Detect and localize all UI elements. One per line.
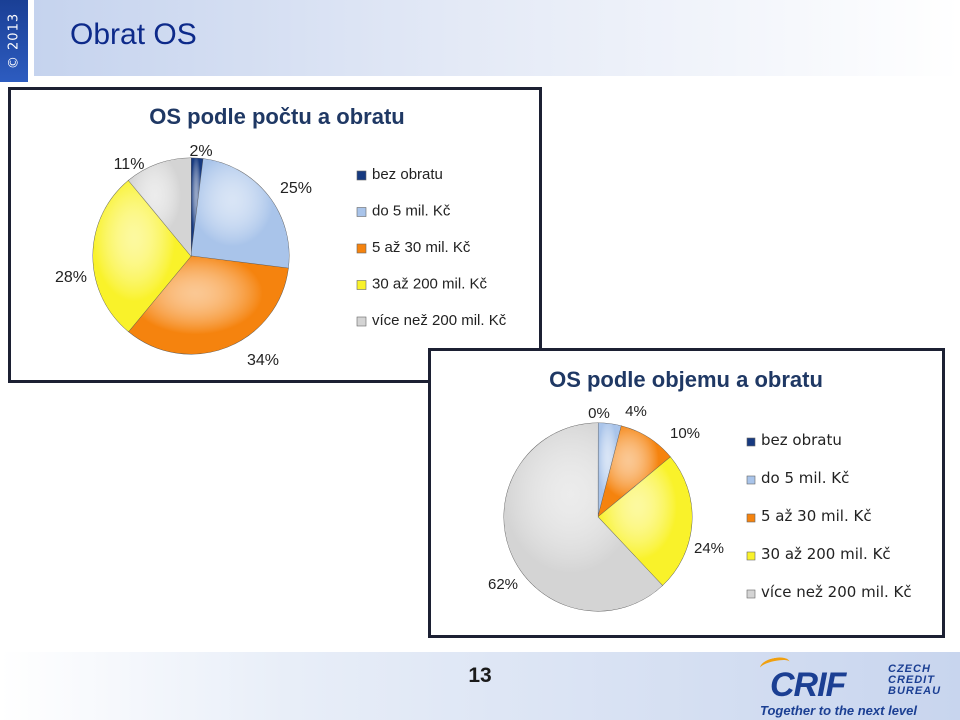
legend-swatch (746, 437, 756, 447)
copyright-label: © 2013 (6, 12, 22, 70)
legend-entry: bez obratu (761, 431, 842, 449)
data-label: 10% (670, 425, 700, 442)
legend-entry: do 5 mil. Kč (372, 203, 451, 220)
side-band: © 2013 (0, 0, 28, 82)
pie-slice-shading (598, 425, 671, 517)
legend-entry: 30 až 200 mil. Kč (372, 276, 488, 293)
page-number: 13 (468, 664, 492, 687)
legend-swatch (356, 170, 367, 181)
legend-swatch (746, 475, 756, 485)
legend-swatch (746, 589, 756, 599)
chart-title: OS podle počtu a obratu (149, 104, 404, 129)
legend-swatch (356, 280, 367, 290)
pie-slice-shading (503, 423, 663, 611)
pie-chart-count: OS podle počtu a obratu 2% 25% 34% 28% 11% bez… (55, 104, 507, 369)
pie-slice-shading (128, 256, 289, 355)
crif-logo: CRIF CZECH CREDIT BUREAU Together to the… (758, 655, 960, 720)
legend-entry: 5 až 30 mil. Kč (372, 239, 471, 256)
data-label: 24% (694, 540, 724, 557)
pie-slice-shading (598, 457, 693, 586)
data-label: 62% (488, 576, 518, 593)
chart-title: OS podle objemu a obratu (549, 367, 823, 392)
data-label: 11% (114, 156, 145, 173)
data-label: 25% (280, 180, 312, 197)
pie-slice-shading (128, 158, 191, 256)
tagline: Together to the next level (760, 703, 917, 718)
pie-chart-volume: OS podle objemu a obratu 0% 4% 10% 24% 62% bez… (488, 367, 912, 612)
data-label: 4% (625, 403, 647, 420)
chart-panel-count: OS podle počtu a obratu 2% 25% 34% 28% 11% bez… (8, 87, 542, 383)
title-band (34, 0, 960, 76)
legend-entry: více než 200 mil. Kč (761, 583, 912, 601)
legend-swatch (746, 513, 756, 523)
legend-entry: 30 až 200 mil. Kč (761, 545, 891, 563)
data-label: 2% (189, 143, 212, 160)
pie-slice-shading (92, 180, 191, 332)
legend-entry: 5 až 30 mil. Kč (761, 507, 872, 525)
chart-panel-volume: OS podle objemu a obratu 0% 4% 10% 24% 62% bez… (428, 348, 945, 638)
data-label: 0% (588, 405, 610, 422)
page-title: Obrat OS (70, 18, 197, 51)
pie-slice-shading (191, 158, 290, 269)
logo-subtitle: CZECH CREDIT BUREAU (888, 664, 960, 697)
logo-mark: CRIF (770, 666, 846, 704)
logo-sub-line: CREDIT (888, 674, 935, 686)
logo-sub-line: BUREAU (888, 685, 942, 697)
data-label: 34% (247, 352, 279, 369)
legend-swatch (356, 207, 367, 217)
legend-entry: více než 200 mil. Kč (372, 312, 507, 329)
legend-entry: bez obratu (372, 166, 443, 183)
legend-swatch (356, 243, 367, 254)
data-label: 28% (55, 269, 87, 286)
footer-band (0, 652, 960, 720)
logo-sub-line: CZECH (888, 663, 931, 675)
legend-entry: do 5 mil. Kč (761, 469, 849, 487)
legend-swatch (746, 551, 756, 561)
legend-swatch (356, 316, 367, 327)
